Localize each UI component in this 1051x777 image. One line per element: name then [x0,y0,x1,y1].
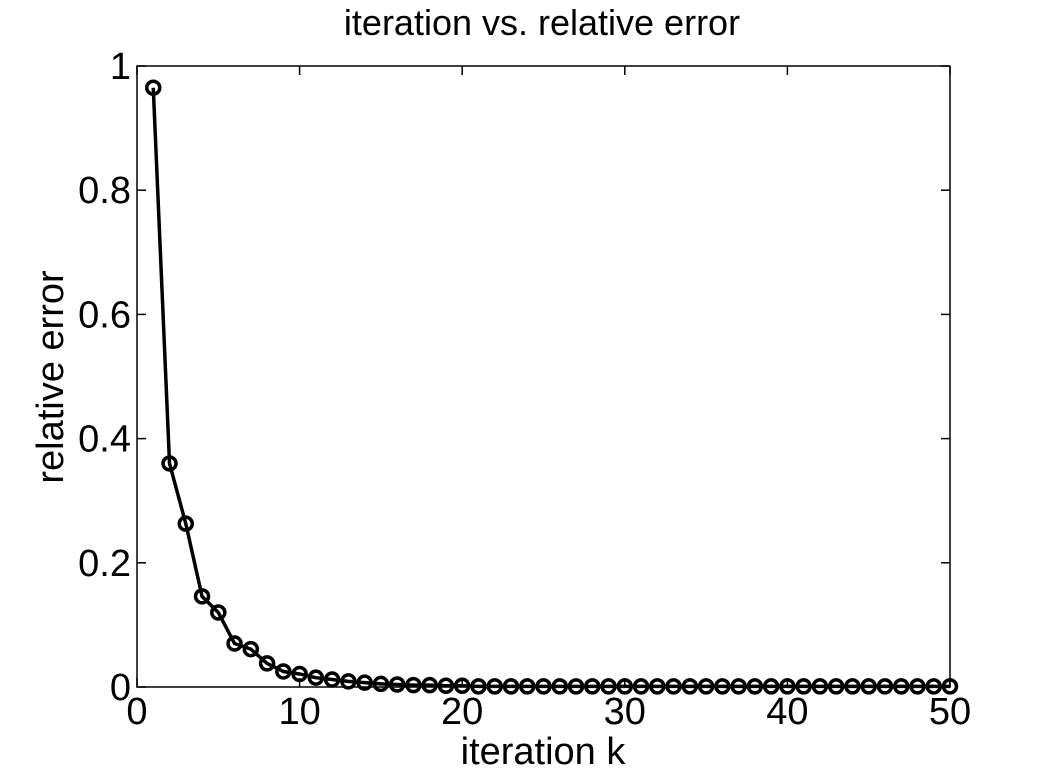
data-point [372,675,390,693]
y-tick-label: 0 [110,667,131,709]
y-tick-label: 0.6 [78,294,131,336]
data-point [405,676,422,694]
data-point [876,678,894,695]
x-tick-label: 40 [766,691,808,733]
x-tick-label: 50 [929,691,971,733]
data-point [502,678,520,695]
series-group [145,79,959,695]
plot-area [136,65,951,688]
x-tick-label: 20 [441,691,483,733]
data-point [925,678,942,695]
x-tick-label: 0 [126,691,147,733]
data-point [470,678,487,695]
data-point [421,676,438,694]
y-axis-label: relative error [30,270,72,484]
data-point [892,678,910,695]
data-point [518,678,536,695]
y-tick-labels: 0 0.2 0.4 0.6 0.8 1 [78,46,131,709]
data-point [730,678,747,695]
y-tick-label: 1 [110,46,131,88]
data-point [811,678,829,695]
data-point [453,677,471,695]
data-point [161,455,178,472]
data-point [762,678,780,695]
data-point [258,655,276,672]
data-point [177,515,195,532]
data-point [941,678,959,695]
y-tick-label: 0.2 [78,543,131,585]
data-point [242,640,260,658]
data-point [632,678,650,695]
data-point [486,678,503,695]
data-point [697,678,715,695]
data-point [584,678,601,695]
data-point [356,674,373,691]
data-point [746,678,764,695]
chart-title: iteration vs. relative error [344,2,740,43]
x-axis-label: iteration k [461,731,627,773]
x-tick-label: 30 [604,691,646,733]
data-point [323,671,341,688]
y-tick-label: 0.8 [78,170,131,212]
data-point [779,678,796,695]
x-tick-labels: 0 10 20 30 40 50 [126,691,971,733]
data-point [600,678,617,695]
data-point [681,678,699,695]
x-tick-label: 10 [278,691,320,733]
y-tick-label: 0.4 [78,419,131,461]
data-point [388,676,406,693]
data-point [145,79,162,96]
data-point [340,673,357,690]
data-point [616,678,634,695]
data-point [649,678,666,695]
data-point [551,678,569,695]
data-point [437,677,455,695]
data-point [535,678,552,695]
data-point [307,669,325,686]
data-point [226,635,243,652]
data-point [714,678,731,695]
data-point [860,678,877,695]
data-point [291,665,308,683]
data-point [827,678,845,695]
data-point [795,678,812,695]
data-point [275,663,292,680]
data-point [665,678,682,695]
data-point [210,604,227,621]
data-point [567,678,585,695]
data-point [193,588,211,605]
data-point [909,678,926,695]
data-point [844,678,861,695]
